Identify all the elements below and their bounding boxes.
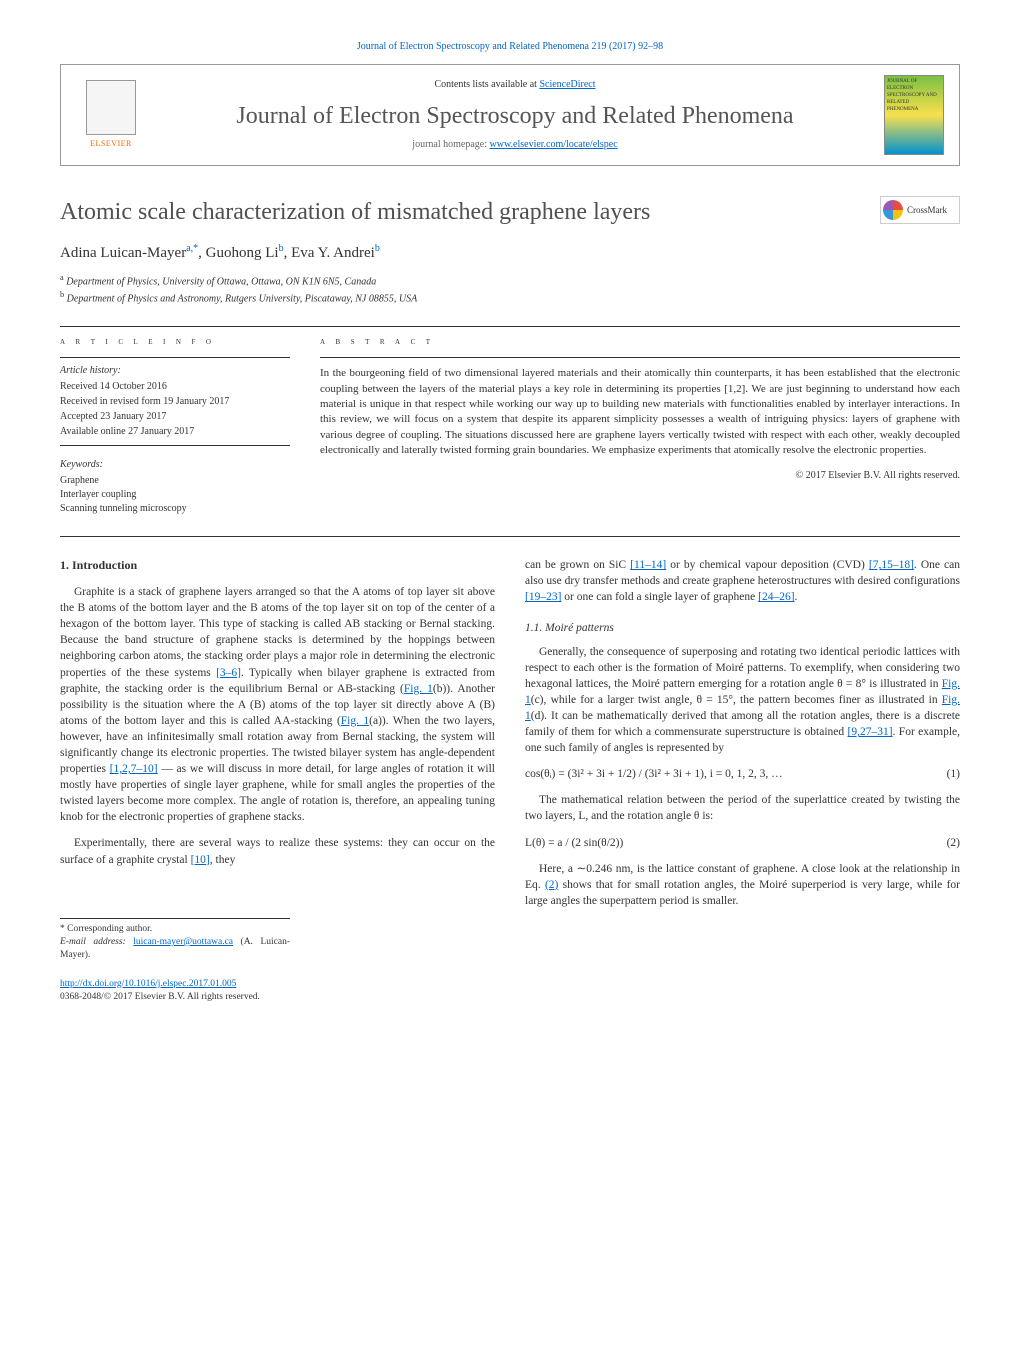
- author-email-link[interactable]: luican-mayer@uottawa.ca: [133, 937, 233, 947]
- elsevier-tree-icon: [86, 80, 136, 135]
- homepage-link[interactable]: www.elsevier.com/locate/elspec: [490, 139, 618, 150]
- history-label: Article history:: [60, 364, 290, 378]
- elsevier-logo: ELSEVIER: [76, 75, 146, 155]
- article-info-heading: a r t i c l e i n f o: [60, 335, 290, 349]
- abstract-text: In the bourgeoning field of two dimensio…: [320, 366, 960, 458]
- homepage-prefix: journal homepage:: [412, 139, 489, 150]
- affiliations: a Department of Physics, University of O…: [60, 272, 960, 307]
- sec1-p1a: Graphite is a stack of graphene layers a…: [60, 586, 495, 678]
- ref-9-27-31[interactable]: [9,27–31]: [848, 726, 893, 738]
- author-2-sup: b: [279, 243, 284, 254]
- affiliation-b: b Department of Physics and Astronomy, R…: [60, 289, 960, 306]
- ref-3-6[interactable]: [3–6]: [216, 667, 241, 679]
- article-info-column: a r t i c l e i n f o Article history: R…: [60, 335, 290, 516]
- ref-11-14[interactable]: [11–14]: [630, 559, 666, 571]
- sec1-p2b: , they: [210, 854, 236, 866]
- equation-1-row: cos(θᵢ) = (3i² + 3i + 1/2) / (3i² + 3i +…: [525, 766, 960, 782]
- section-1-1-heading: 1.1. Moiré patterns: [525, 620, 960, 636]
- contents-line: Contents lists available at ScienceDirec…: [161, 78, 869, 92]
- info-rule-2: [60, 445, 290, 446]
- equation-2: L(θ) = a / (2 sin(θ/2)): [525, 835, 623, 851]
- ref-24-26[interactable]: [24–26]: [758, 591, 794, 603]
- email-line: E-mail address: luican-mayer@uottawa.ca …: [60, 936, 290, 963]
- affiliation-a-text: Department of Physics, University of Ott…: [66, 276, 376, 287]
- history-revised: Received in revised form 19 January 2017: [60, 395, 290, 409]
- sciencedirect-link[interactable]: ScienceDirect: [539, 79, 595, 90]
- equation-1-number: (1): [947, 766, 960, 782]
- journal-cover-thumb: JOURNAL OF ELECTRON SPECTROSCOPY AND REL…: [884, 75, 944, 155]
- sec11-para3: Here, a ∼0.246 nm, is the lattice consta…: [525, 861, 960, 909]
- contents-prefix: Contents lists available at: [434, 79, 539, 90]
- affiliation-a: a Department of Physics, University of O…: [60, 272, 960, 289]
- crossmark-icon: [883, 200, 903, 220]
- sec11-p3b: shows that for small rotation angles, th…: [525, 879, 960, 907]
- fig1a-link[interactable]: Fig. 1: [341, 715, 369, 727]
- keyword-2: Interlayer coupling: [60, 488, 290, 502]
- section-1-heading: 1. Introduction: [60, 557, 495, 574]
- ref-7-15-18[interactable]: [7,15–18]: [869, 559, 914, 571]
- col2-p1e: .: [795, 591, 798, 603]
- footnote-block: * Corresponding author. E-mail address: …: [60, 918, 290, 963]
- ref-10[interactable]: [10]: [191, 854, 210, 866]
- authors-line: Adina Luican-Mayera,*, Guohong Lib, Eva …: [60, 242, 960, 264]
- author-1: Adina Luican-Mayer: [60, 245, 186, 261]
- journal-header-ref[interactable]: Journal of Electron Spectroscopy and Rel…: [60, 40, 960, 54]
- journal-title: Journal of Electron Spectroscopy and Rel…: [161, 100, 869, 134]
- keyword-3: Scanning tunneling microscopy: [60, 502, 290, 516]
- abstract-column: a b s t r a c t In the bourgeoning field…: [320, 335, 960, 516]
- sec1-para1: Graphite is a stack of graphene layers a…: [60, 584, 495, 825]
- abstract-copyright: © 2017 Elsevier B.V. All rights reserved…: [320, 469, 960, 483]
- sec11-p1b: (c), while for a larger twist angle, θ =…: [531, 694, 942, 706]
- rule-bottom: [60, 536, 960, 537]
- crossmark-label: CrossMark: [907, 204, 947, 217]
- journal-homepage: journal homepage: www.elsevier.com/locat…: [161, 138, 869, 152]
- equation-2-number: (2): [947, 835, 960, 851]
- email-label: E-mail address:: [60, 937, 133, 947]
- fig1b-link[interactable]: Fig. 1: [404, 683, 433, 695]
- equation-2-row: L(θ) = a / (2 sin(θ/2)) (2): [525, 835, 960, 851]
- elsevier-label: ELSEVIER: [90, 138, 132, 149]
- body-column-left: 1. Introduction Graphite is a stack of g…: [60, 557, 495, 1004]
- keywords-label: Keywords:: [60, 458, 290, 472]
- author-3-sup: b: [375, 243, 380, 254]
- affiliation-b-text: Department of Physics and Astronomy, Rut…: [67, 293, 418, 304]
- history-online: Available online 27 January 2017: [60, 425, 290, 439]
- abstract-rule: [320, 357, 960, 358]
- sec11-p1a: Generally, the consequence of superposin…: [525, 646, 960, 690]
- author-2: Guohong Li: [206, 245, 279, 261]
- crossmark-badge[interactable]: CrossMark: [880, 196, 960, 224]
- doi-block: http://dx.doi.org/10.1016/j.elspec.2017.…: [60, 978, 495, 1005]
- sec11-para2: The mathematical relation between the pe…: [525, 792, 960, 824]
- journal-header-box: ELSEVIER Contents lists available at Sci…: [60, 64, 960, 166]
- issn-copyright-line: 0368-2048/© 2017 Elsevier B.V. All right…: [60, 991, 495, 1004]
- journal-header-center: Contents lists available at ScienceDirec…: [161, 78, 869, 152]
- equation-1: cos(θᵢ) = (3i² + 3i + 1/2) / (3i² + 3i +…: [525, 766, 783, 782]
- ref-19-23[interactable]: [19–23]: [525, 591, 561, 603]
- eq2-ref-link[interactable]: (2): [545, 879, 558, 891]
- history-received: Received 14 October 2016: [60, 380, 290, 394]
- author-3: Eva Y. Andrei: [291, 245, 375, 261]
- article-title: Atomic scale characterization of mismatc…: [60, 196, 960, 230]
- sec1-p2a: Experimentally, there are several ways t…: [60, 837, 495, 865]
- author-1-sup: a,*: [186, 243, 198, 254]
- corresponding-author-label: * Corresponding author.: [60, 923, 290, 936]
- ref-1-2-7-10[interactable]: [1,2,7–10]: [110, 763, 158, 775]
- keyword-1: Graphene: [60, 474, 290, 488]
- abstract-heading: a b s t r a c t: [320, 335, 960, 349]
- col2-para1: can be grown on SiC [11–14] or by chemic…: [525, 557, 960, 605]
- col2-p1b: or by chemical vapour deposition (CVD): [666, 559, 869, 571]
- info-rule-1: [60, 357, 290, 358]
- rule-top: [60, 326, 960, 327]
- history-accepted: Accepted 23 January 2017: [60, 410, 290, 424]
- body-column-right: can be grown on SiC [11–14] or by chemic…: [525, 557, 960, 1004]
- col2-p1d: or one can fold a single layer of graphe…: [561, 591, 758, 603]
- doi-link[interactable]: http://dx.doi.org/10.1016/j.elspec.2017.…: [60, 979, 236, 989]
- sec11-para1: Generally, the consequence of superposin…: [525, 644, 960, 757]
- col2-p1a: can be grown on SiC: [525, 559, 630, 571]
- sec1-para2: Experimentally, there are several ways t…: [60, 835, 495, 867]
